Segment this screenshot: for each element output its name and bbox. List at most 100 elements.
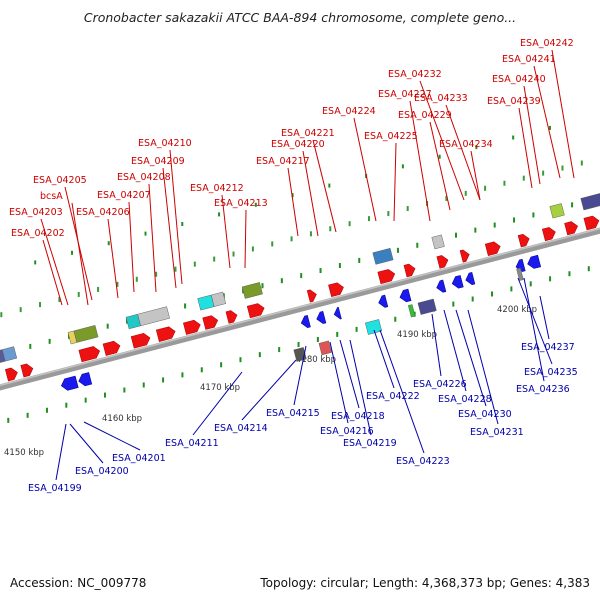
forward-gene-arrow (459, 249, 470, 263)
forward-gene-label: ESA_04242 (520, 38, 574, 49)
scale-dot (254, 202, 257, 207)
scale-dot (387, 211, 390, 217)
reverse-gene-arrow (378, 294, 389, 308)
inner-tick (396, 247, 399, 253)
feature-box (364, 319, 383, 335)
reverse-gene-shape (78, 372, 93, 387)
outer-tick (394, 316, 397, 322)
forward-label-leader (429, 121, 451, 211)
scale-dot (70, 250, 73, 255)
outer-tick (529, 281, 532, 287)
inner-tick (474, 227, 477, 233)
outer-tick (7, 417, 10, 423)
reverse-label-leader (431, 313, 442, 377)
scale-dot (271, 241, 274, 247)
forward-label-leader (42, 239, 63, 306)
outer-tick (45, 407, 48, 413)
forward-gene-arrow (306, 289, 317, 303)
scale-dot (174, 266, 177, 272)
reverse-gene-shape (399, 288, 412, 303)
outer-tick (278, 347, 281, 353)
reverse-label-leader (293, 345, 307, 406)
forward-label-leader (40, 218, 69, 306)
reverse-label-leader (539, 295, 550, 340)
forward-gene-shape (20, 363, 34, 378)
reverse-label-leader (241, 359, 297, 421)
scale-label-kbp: 4160 kbp (102, 414, 142, 424)
reverse-gene-arrow (527, 254, 542, 269)
reverse-gene-shape (436, 279, 447, 293)
forward-gene-label: ESA_04203 (9, 207, 63, 218)
scale-dot (348, 221, 351, 227)
scale-dot (309, 231, 312, 237)
outer-tick (587, 266, 590, 272)
forward-gene-label: bcsA (40, 191, 63, 202)
feature-box-shape (67, 330, 78, 345)
outer-tick (355, 326, 358, 332)
scale-dot (484, 185, 487, 191)
scale-dot (445, 195, 448, 201)
scale-dot (116, 281, 119, 287)
reverse-label-leader (517, 277, 553, 365)
forward-gene-arrow (541, 227, 556, 242)
summary-text: Topology: circular; Length: 4,368,373 bp… (260, 576, 590, 590)
forward-gene-label: ESA_04227 (378, 89, 432, 100)
scale-dot (561, 165, 564, 171)
scale-dot (135, 276, 138, 282)
forward-gene-shape (377, 269, 396, 285)
scale-dot (155, 271, 158, 277)
feature-box-shape (137, 306, 170, 327)
reverse-gene-label: ESA_04200 (75, 466, 129, 477)
feature-box-shape (431, 234, 445, 250)
outer-tick (26, 412, 29, 418)
reverse-label-leader (329, 341, 349, 424)
reverse-gene-label: ESA_04230 (458, 409, 512, 420)
forward-gene-arrow (225, 310, 238, 324)
outer-tick (297, 342, 300, 348)
forward-gene-arrow (130, 333, 151, 349)
forward-label-leader (523, 85, 541, 185)
inner-tick (358, 257, 361, 263)
reverse-gene-arrow (451, 275, 464, 289)
forward-gene-shape (564, 221, 578, 236)
forward-gene-arrow (517, 233, 530, 248)
forward-label-leader (221, 194, 231, 269)
feature-box (580, 191, 600, 211)
forward-label-leader (287, 167, 299, 237)
forward-gene-label: ESA_04225 (364, 131, 418, 142)
reverse-gene-label: ESA_04214 (214, 423, 268, 434)
backbone-highlight (0, 227, 600, 387)
forward-gene-label: ESA_04212 (190, 183, 244, 194)
scale-dot (232, 251, 235, 257)
outer-tick (491, 291, 494, 297)
scale-label-kbp: 4180 kbp (296, 355, 336, 365)
forward-gene-arrow (484, 241, 501, 256)
scale-dot (77, 291, 80, 297)
forward-gene-arrow (583, 215, 600, 231)
reverse-gene-label: ESA_04211 (165, 438, 219, 449)
reverse-label-leader (349, 339, 372, 436)
forward-gene-label: ESA_04224 (322, 106, 376, 117)
forward-gene-shape (246, 303, 265, 319)
forward-label-leader (419, 80, 465, 201)
forward-gene-label: ESA_04233 (414, 93, 468, 104)
reverse-gene-label: ESA_04235 (524, 367, 578, 378)
forward-label-leader (445, 104, 481, 201)
reverse-gene-label: ESA_04223 (396, 456, 450, 467)
feature-box (73, 325, 99, 343)
outer-tick (181, 372, 184, 378)
reverse-gene-label: ESA_04231 (470, 427, 524, 438)
forward-gene-label: ESA_04217 (256, 156, 310, 167)
reverse-gene-arrow (399, 288, 412, 303)
forward-label-leader (393, 142, 397, 222)
reverse-gene-arrow (78, 372, 93, 387)
forward-gene-label: ESA_04232 (388, 69, 442, 80)
reverse-label-leader (339, 339, 360, 409)
forward-gene-shape (130, 333, 151, 349)
forward-gene-arrow (202, 315, 219, 330)
forward-label-leader (533, 65, 561, 179)
scale-dot (406, 206, 409, 212)
reverse-gene-label: ESA_04201 (112, 453, 166, 464)
feature-box-shape (1, 346, 18, 362)
